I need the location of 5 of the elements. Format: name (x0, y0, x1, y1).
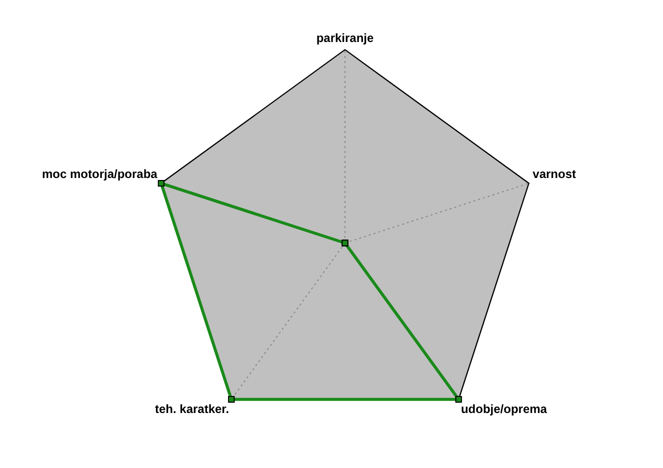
spoke-label: parkiranje (316, 30, 374, 45)
spoke-label: varnost (532, 167, 576, 182)
spoke-label: moc motorja/poraba (42, 167, 158, 182)
spoke-label: udobje/oprema (460, 402, 548, 416)
spoke-label: teh. karatker. (154, 402, 230, 416)
